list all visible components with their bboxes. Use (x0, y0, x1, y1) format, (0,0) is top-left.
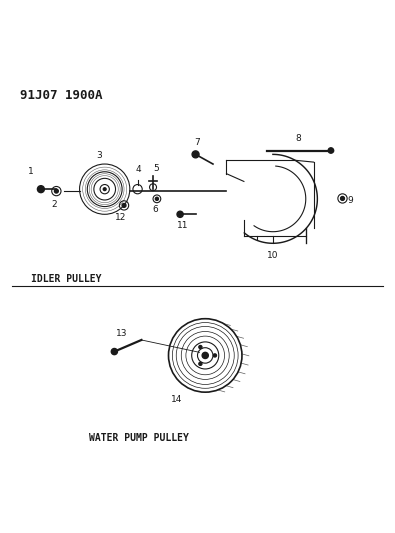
Text: 14: 14 (171, 395, 182, 404)
Text: 7: 7 (195, 138, 200, 147)
Circle shape (38, 185, 44, 192)
Circle shape (177, 211, 183, 217)
Text: 3: 3 (96, 151, 102, 160)
Circle shape (192, 151, 199, 158)
Circle shape (103, 188, 106, 191)
Circle shape (202, 352, 208, 359)
Circle shape (199, 362, 202, 365)
Text: 2: 2 (52, 200, 57, 209)
Circle shape (340, 197, 344, 200)
Text: 91J07 1900A: 91J07 1900A (20, 88, 102, 102)
Circle shape (122, 204, 126, 207)
Circle shape (199, 345, 202, 349)
Text: 11: 11 (177, 221, 188, 230)
Circle shape (155, 197, 158, 200)
Text: 6: 6 (152, 205, 158, 214)
Circle shape (213, 354, 216, 357)
Text: 8: 8 (295, 134, 301, 143)
Text: 9: 9 (347, 196, 353, 205)
Text: 5: 5 (153, 164, 159, 173)
Text: IDLER PULLEY: IDLER PULLEY (31, 274, 102, 284)
Text: 10: 10 (267, 251, 278, 260)
Text: 1: 1 (28, 167, 34, 176)
Text: 4: 4 (135, 165, 141, 174)
Text: 12: 12 (115, 213, 127, 222)
Text: 13: 13 (117, 329, 128, 338)
Circle shape (55, 189, 58, 193)
Circle shape (328, 148, 334, 153)
Text: WATER PUMP PULLEY: WATER PUMP PULLEY (89, 433, 189, 443)
Circle shape (111, 349, 117, 354)
